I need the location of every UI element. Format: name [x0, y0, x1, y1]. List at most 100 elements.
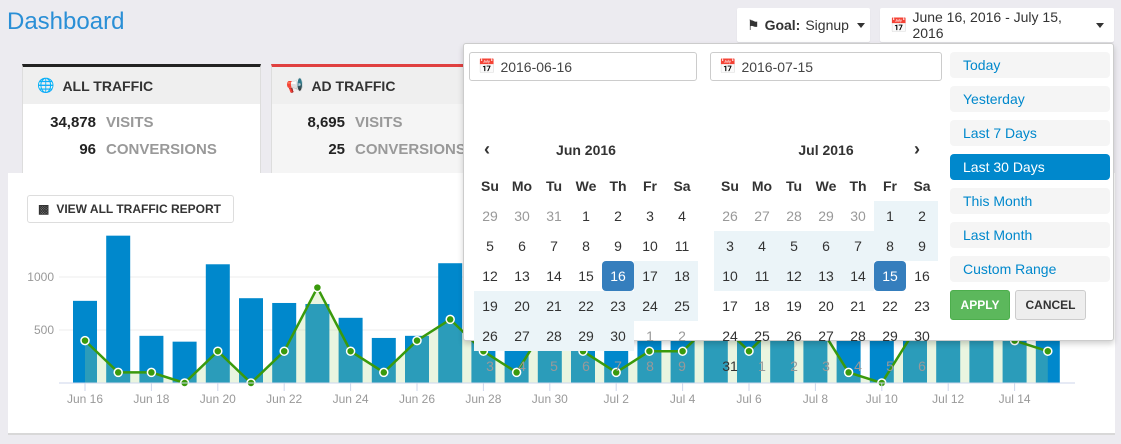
all-traffic-card[interactable]: 🌐 ALL TRAFFIC 34,878 VISITS 96 CONVERSIONS [22, 64, 261, 174]
calendar-day[interactable]: 5 [486, 238, 494, 254]
calendar-day[interactable]: 2 [614, 208, 622, 224]
calendar-day[interactable]: 13 [810, 261, 842, 291]
calendar-day[interactable]: 9 [678, 358, 686, 374]
range-option[interactable]: Today [950, 52, 1110, 78]
calendar-day[interactable]: 23 [914, 298, 930, 314]
goal-dropdown[interactable]: ⚑ Goal: Signup [737, 8, 870, 42]
view-all-traffic-report-button[interactable]: ▩ VIEW ALL TRAFFIC REPORT [27, 195, 234, 223]
calendar-day[interactable]: 18 [666, 261, 698, 291]
range-option[interactable]: Last 7 Days [950, 120, 1110, 146]
calendar-day[interactable]: 21 [850, 298, 866, 314]
calendar-day[interactable]: 26 [722, 208, 738, 224]
calendar-day[interactable]: 26 [786, 328, 802, 344]
calendar-day[interactable]: 19 [474, 291, 506, 321]
calendar-day[interactable]: 8 [646, 358, 654, 374]
calendar-day[interactable]: 10 [642, 238, 658, 254]
calendar-day[interactable]: 17 [634, 261, 666, 291]
range-option[interactable]: Last Month [950, 222, 1110, 248]
calendar-day[interactable]: 1 [874, 201, 906, 231]
calendar-day[interactable]: 15 [578, 268, 594, 284]
calendar-day[interactable]: 25 [754, 328, 770, 344]
calendar-day[interactable]: 3 [486, 358, 494, 374]
calendar-day[interactable]: 6 [582, 358, 590, 374]
calendar-day[interactable]: 3 [714, 231, 746, 261]
calendar-day[interactable]: 8 [582, 238, 590, 254]
range-option[interactable]: This Month [950, 188, 1110, 214]
calendar-day[interactable]: 5 [886, 358, 894, 374]
calendar-day[interactable]: 29 [818, 208, 834, 224]
calendar-day[interactable]: 27 [506, 321, 538, 351]
calendar-day[interactable]: 13 [514, 268, 530, 284]
calendar-day[interactable]: 5 [778, 231, 810, 261]
calendar-day[interactable]: 29 [570, 321, 602, 351]
calendar-day[interactable]: 25 [666, 291, 698, 321]
calendar-day[interactable]: 6 [518, 238, 526, 254]
calendar-day[interactable]: 14 [546, 268, 562, 284]
calendar-day[interactable]: 29 [482, 208, 498, 224]
start-date-input[interactable]: 📅 2016-06-16 [469, 52, 697, 81]
calendar-day[interactable]: 2 [678, 328, 686, 344]
calendar-day[interactable]: 3 [822, 358, 830, 374]
next-month-icon[interactable]: › [914, 139, 920, 159]
calendar-day[interactable]: 4 [678, 208, 686, 224]
range-option[interactable]: Custom Range [950, 256, 1110, 282]
calendar-day[interactable]: 7 [550, 238, 558, 254]
apply-button[interactable]: APPLY [950, 290, 1010, 320]
calendar-day[interactable]: 1 [582, 208, 590, 224]
calendar-day[interactable]: 27 [818, 328, 834, 344]
calendar-day[interactable]: 24 [722, 328, 738, 344]
calendar-day[interactable]: 31 [546, 208, 562, 224]
calendar-day[interactable]: 18 [754, 298, 770, 314]
calendar-day[interactable]: 26 [474, 321, 506, 351]
calendar-day[interactable]: 4 [746, 231, 778, 261]
calendar-day[interactable]: 23 [602, 291, 634, 321]
calendar-day[interactable]: 9 [906, 231, 938, 261]
calendar-day[interactable]: 28 [786, 208, 802, 224]
calendar-day[interactable]: 9 [614, 238, 622, 254]
calendar-day[interactable]: 6 [918, 358, 926, 374]
calendar-day[interactable]: 16 [602, 261, 634, 291]
calendar-day[interactable]: 6 [810, 231, 842, 261]
calendar-day[interactable]: 16 [914, 268, 930, 284]
calendar-day[interactable]: 2 [790, 358, 798, 374]
calendar-day[interactable]: 17 [722, 298, 738, 314]
calendar-day[interactable]: 22 [570, 291, 602, 321]
calendar-day[interactable]: 4 [518, 358, 526, 374]
calendar-day[interactable]: 2 [906, 201, 938, 231]
calendar-day[interactable]: 4 [854, 358, 862, 374]
calendar-day[interactable]: 30 [514, 208, 530, 224]
date-range-dropdown[interactable]: 📅 June 16, 2016 - July 15, 2016 [880, 8, 1114, 42]
calendar-day[interactable]: 20 [818, 298, 834, 314]
cancel-button[interactable]: CANCEL [1015, 290, 1086, 320]
calendar-day[interactable]: 31 [722, 358, 738, 374]
calendar-day[interactable]: 28 [538, 321, 570, 351]
calendar-day[interactable]: 28 [850, 328, 866, 344]
prev-month-icon[interactable]: ‹ [484, 139, 490, 159]
calendar-day[interactable]: 30 [602, 321, 634, 351]
calendar-day[interactable]: 27 [754, 208, 770, 224]
calendar-day[interactable]: 19 [786, 298, 802, 314]
calendar-day[interactable]: 20 [506, 291, 538, 321]
calendar-day[interactable]: 1 [646, 328, 654, 344]
calendar-day[interactable]: 3 [646, 208, 654, 224]
calendar-day[interactable]: 11 [674, 238, 690, 254]
calendar-day[interactable]: 8 [874, 231, 906, 261]
range-option[interactable]: Last 30 Days [950, 154, 1110, 180]
calendar-day[interactable]: 24 [634, 291, 666, 321]
calendar-day[interactable]: 12 [778, 261, 810, 291]
calendar-day[interactable]: 10 [714, 261, 746, 291]
range-option[interactable]: Yesterday [950, 86, 1110, 112]
calendar-day[interactable]: 15 [874, 261, 906, 291]
calendar-day[interactable]: 5 [550, 358, 558, 374]
calendar-day[interactable]: 22 [882, 298, 898, 314]
calendar-day[interactable]: 7 [842, 231, 874, 261]
calendar-day[interactable]: 30 [850, 208, 866, 224]
calendar-day[interactable]: 30 [914, 328, 930, 344]
calendar-day[interactable]: 12 [482, 268, 498, 284]
calendar-day[interactable]: 21 [538, 291, 570, 321]
calendar-day[interactable]: 7 [614, 358, 622, 374]
calendar-day[interactable]: 1 [758, 358, 766, 374]
calendar-day[interactable]: 11 [746, 261, 778, 291]
calendar-day[interactable]: 29 [882, 328, 898, 344]
end-date-input[interactable]: 📅 2016-07-15 [710, 52, 942, 81]
